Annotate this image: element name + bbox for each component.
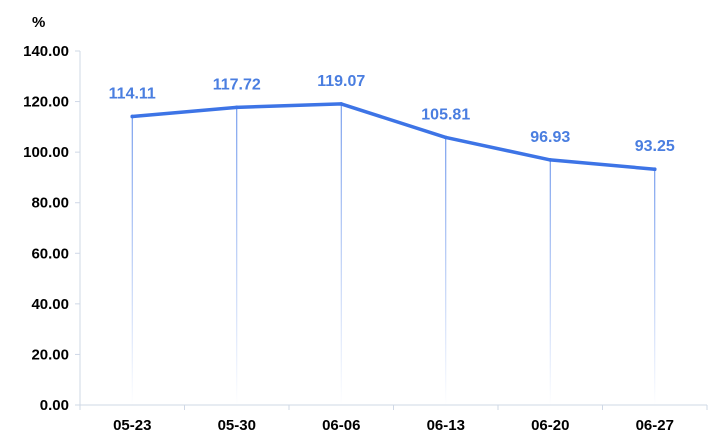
series xyxy=(130,102,657,172)
data-label: 105.81 xyxy=(421,106,470,123)
drop-line xyxy=(654,169,656,405)
x-tick-label: 06-27 xyxy=(636,417,674,434)
x-tick-label: 05-23 xyxy=(113,417,151,434)
drop-line xyxy=(236,107,238,405)
data-label: 114.11 xyxy=(109,85,156,102)
data-point xyxy=(339,102,344,106)
y-unit-label: % xyxy=(32,14,45,31)
y-tick-label: 100.00 xyxy=(23,144,69,161)
data-point xyxy=(234,105,239,110)
data-point xyxy=(548,158,553,162)
data-label: 96.93 xyxy=(530,129,570,146)
x-tick-label: 06-06 xyxy=(322,417,360,434)
y-tick-label: 60.00 xyxy=(31,245,69,262)
data-label: 119.07 xyxy=(317,73,365,90)
drop-lines xyxy=(131,103,656,406)
data-point xyxy=(130,114,135,119)
drop-line xyxy=(445,137,447,406)
data-point xyxy=(443,135,448,140)
series-line xyxy=(130,102,657,171)
drop-line xyxy=(549,159,551,405)
data-labels: 114.11 117.72 119.07 105.81 96.93 93.25 xyxy=(109,73,675,155)
x-tick-label: 06-13 xyxy=(427,417,465,434)
x-tick-label: 06-20 xyxy=(531,417,569,434)
drop-line xyxy=(340,103,342,405)
x-axis: 05-23 05-30 06-06 06-13 06-20 06-27 xyxy=(79,404,708,434)
x-tick-label: 05-30 xyxy=(218,417,256,434)
y-tick-label: 80.00 xyxy=(31,195,69,212)
y-axis: 0.00 20.00 40.00 60.00 80.00 100.00 120.00 140.… xyxy=(23,43,81,414)
data-label: 117.72 xyxy=(213,76,261,93)
y-tick-label: 40.00 xyxy=(31,296,69,313)
y-tick-label: 0.00 xyxy=(40,397,69,414)
y-tick-label: 20.00 xyxy=(31,346,69,363)
y-tick-label: 140.00 xyxy=(23,43,69,60)
data-point xyxy=(652,167,657,172)
drop-line xyxy=(131,116,133,405)
data-label: 93.25 xyxy=(635,138,675,155)
y-tick-label: 120.00 xyxy=(23,94,69,111)
